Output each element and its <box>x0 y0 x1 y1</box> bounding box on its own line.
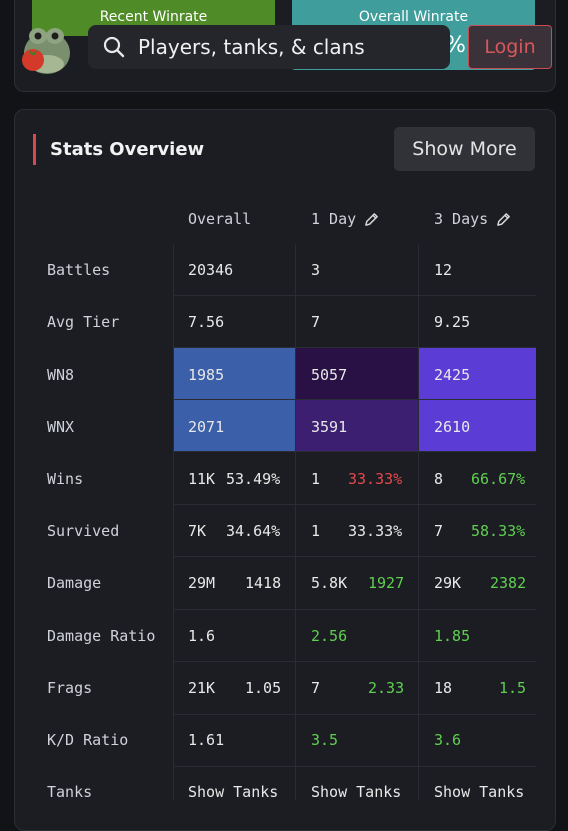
damage-3-days-total: 29K <box>434 574 462 592</box>
wn8-3-days: 2425 <box>434 366 471 384</box>
column-header-overall-label: Overall <box>188 210 252 228</box>
damage-overall-avg: 1418 <box>245 574 282 592</box>
grid-line <box>173 295 536 296</box>
wn8-1-day: 5057 <box>311 366 348 384</box>
kd-ratio-3-days: 3.6 <box>434 731 462 749</box>
column-header-3-days-label: 3 Days <box>434 210 489 228</box>
grid-line <box>173 714 536 715</box>
grid-line <box>173 766 536 767</box>
row-label-wnx: WNX <box>47 418 75 436</box>
section-accent-bar <box>33 134 36 165</box>
overall-winrate-label: Overall Winrate <box>358 9 469 25</box>
row-label-wins: Wins <box>47 470 84 488</box>
wn8-day1-cell-bg <box>296 348 418 399</box>
login-button[interactable]: Login <box>468 25 552 69</box>
row-label-survived: Survived <box>47 522 120 540</box>
row-label-damage-ratio: Damage Ratio <box>47 627 156 645</box>
grid-line <box>418 244 419 800</box>
frags-1-day-avg: 2.33 <box>368 679 405 697</box>
grid-line <box>173 556 536 557</box>
column-header-1-day-label: 1 Day <box>311 210 357 228</box>
wins-1-day-count: 1 <box>311 470 321 488</box>
damage-ratio-overall: 1.6 <box>188 627 216 645</box>
frags-overall-total: 21K <box>188 679 216 697</box>
survived-3-days-pct: 58.33% <box>471 522 526 540</box>
survived-1-day-count: 1 <box>311 522 321 540</box>
row-label-kd-ratio: K/D Ratio <box>47 731 129 749</box>
wins-1-day-pct: 33.33% <box>348 470 403 488</box>
avg-tier-overall: 7.56 <box>188 313 225 331</box>
frags-1-day-total: 7 <box>311 679 321 697</box>
show-more-button[interactable]: Show More <box>394 127 535 171</box>
show-tanks-3-days-link[interactable]: Show Tanks <box>434 783 525 801</box>
frog-logo-icon[interactable] <box>14 20 74 80</box>
grid-line <box>173 244 174 800</box>
grid-line <box>173 609 536 610</box>
battles-1-day: 3 <box>311 261 321 279</box>
wins-3-days-count: 8 <box>434 470 444 488</box>
frags-3-days-total: 18 <box>434 679 453 697</box>
damage-1-day-avg: 1927 <box>368 574 405 592</box>
wnx-overall: 2071 <box>188 418 225 436</box>
survived-3-days-count: 7 <box>434 522 444 540</box>
show-tanks-1-day-link[interactable]: Show Tanks <box>311 783 402 801</box>
row-label-damage: Damage <box>47 574 102 592</box>
damage-3-days-avg: 2382 <box>490 574 527 592</box>
wins-3-days-pct: 66.67% <box>471 470 526 488</box>
damage-overall-total: 29M <box>188 574 216 592</box>
show-tanks-overall-link[interactable]: Show Tanks <box>188 783 279 801</box>
damage-1-day-total: 5.8K <box>311 574 348 592</box>
search-icon <box>103 36 125 58</box>
grid-line <box>295 244 296 800</box>
battles-overall: 20346 <box>188 261 234 279</box>
row-label-battles: Battles <box>47 261 111 279</box>
survived-1-day-pct: 33.33% <box>348 522 403 540</box>
kd-ratio-1-day: 3.5 <box>311 731 339 749</box>
damage-ratio-1-day: 2.56 <box>311 627 348 645</box>
column-header-overall: Overall <box>188 210 251 228</box>
edit-pencil-icon[interactable] <box>496 212 511 227</box>
survived-overall-pct: 34.64% <box>226 522 281 540</box>
avg-tier-1-day: 7 <box>311 313 321 331</box>
search-placeholder: Players, tanks, & clans <box>138 35 365 59</box>
frags-overall-avg: 1.05 <box>245 679 282 697</box>
frags-3-days-avg: 1.5 <box>499 679 527 697</box>
edit-pencil-icon[interactable] <box>364 212 379 227</box>
column-header-1-day: 1 Day <box>311 210 379 228</box>
grid-line <box>173 661 536 662</box>
row-label-tanks: Tanks <box>47 783 93 801</box>
stats-overview-panel <box>14 109 556 831</box>
wins-overall-count: 11K <box>188 470 216 488</box>
wnx-3-days: 2610 <box>434 418 471 436</box>
kd-ratio-overall: 1.61 <box>188 731 225 749</box>
wn8-overall: 1985 <box>188 366 225 384</box>
wn8-overall-cell-bg <box>173 348 295 399</box>
damage-ratio-3-days: 1.85 <box>434 627 471 645</box>
row-label-frags: Frags <box>47 679 93 697</box>
wnx-day1-cell-bg <box>296 400 418 451</box>
grid-line <box>173 451 536 452</box>
search-input[interactable]: Players, tanks, & clans <box>88 25 450 69</box>
recent-winrate-label: Recent Winrate <box>99 9 208 25</box>
survived-overall-count: 7K <box>188 522 207 540</box>
battles-3-days: 12 <box>434 261 453 279</box>
row-label-avg-tier: Avg Tier <box>47 313 120 331</box>
stats-overview-title: Stats Overview <box>50 139 205 160</box>
grid-line <box>173 399 536 400</box>
wnx-1-day: 3591 <box>311 418 348 436</box>
grid-line <box>173 504 536 505</box>
wins-overall-pct: 53.49% <box>226 470 281 488</box>
column-header-3-days: 3 Days <box>434 210 511 228</box>
avg-tier-3-days: 9.25 <box>434 313 471 331</box>
wnx-day3-cell-bg <box>419 400 536 451</box>
wnx-overall-cell-bg <box>173 400 295 451</box>
grid-line <box>173 347 536 348</box>
row-label-wn8: WN8 <box>47 366 75 384</box>
overall-winrate-value: % <box>445 33 466 58</box>
wn8-day3-cell-bg <box>419 348 536 399</box>
